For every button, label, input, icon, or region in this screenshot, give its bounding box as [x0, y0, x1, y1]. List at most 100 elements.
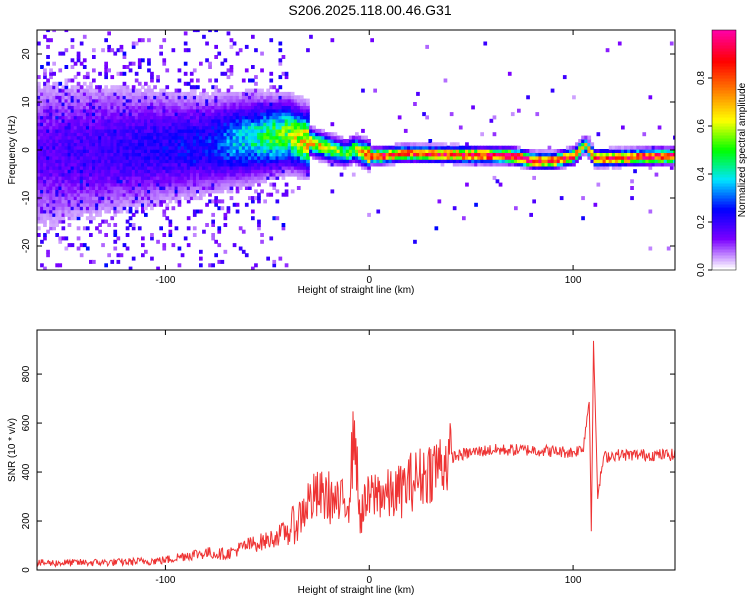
heatmap-cell — [79, 199, 84, 204]
heatmap-cell — [293, 155, 298, 160]
heatmap-cell — [76, 216, 81, 221]
heatmap-cell — [177, 199, 182, 204]
heatmap-cell — [98, 172, 102, 177]
heatmap-cell — [192, 85, 197, 90]
heatmap-cell — [587, 145, 592, 150]
heatmap-cell — [168, 128, 173, 133]
heatmap-cell — [73, 149, 78, 153]
heatmap-cell — [183, 41, 188, 46]
heatmap-cell — [92, 175, 96, 180]
heatmap-cell — [46, 196, 50, 201]
heatmap-cell — [183, 149, 188, 153]
heatmap-cell — [147, 186, 151, 190]
heatmap-cell — [183, 169, 188, 174]
heatmap-cell — [617, 155, 622, 160]
heatmap-cell — [569, 149, 573, 153]
heatmap-cell — [281, 95, 286, 100]
heatmap-cell — [211, 115, 215, 120]
heatmap-cell — [82, 226, 87, 231]
heatmap-cell — [52, 212, 56, 217]
heatmap-cell — [183, 159, 188, 164]
heatmap-cell — [141, 125, 145, 130]
heatmap-cell — [480, 155, 484, 160]
heatmap-cell — [673, 152, 675, 157]
heatmap-cell — [186, 155, 191, 160]
heatmap-cell — [584, 135, 588, 140]
heatmap-cell — [131, 128, 136, 133]
heatmap-cell — [150, 256, 154, 261]
heatmap-cell — [122, 175, 127, 180]
heatmap-cell — [419, 159, 423, 164]
heatmap-cell — [367, 165, 371, 170]
heatmap-cell — [306, 165, 310, 170]
heatmap-cell — [116, 85, 121, 90]
heatmap-cell — [174, 169, 179, 174]
heatmap-cell — [116, 202, 121, 207]
heatmap-cell — [177, 186, 182, 190]
heatmap-cell — [226, 132, 231, 137]
heatmap-cell — [76, 169, 81, 174]
heatmap-cell — [76, 125, 81, 130]
heatmap-cell — [367, 169, 371, 174]
heatmap-cell — [348, 149, 353, 153]
heatmap-cell — [119, 112, 124, 117]
heatmap-cell — [373, 152, 377, 157]
heatmap-cell — [330, 135, 335, 140]
heatmap-cell — [232, 175, 237, 180]
heatmap-cell — [627, 162, 631, 167]
heatmap-cell — [192, 162, 197, 167]
heatmap-cell — [333, 159, 338, 164]
heatmap-cell — [55, 179, 59, 184]
heatmap-cell — [642, 159, 647, 164]
heatmap-cell — [293, 152, 298, 157]
heatmap-cell — [205, 112, 209, 117]
heatmap-cell — [165, 118, 170, 123]
heatmap-cell — [226, 88, 231, 93]
heatmap-cell — [281, 155, 286, 160]
heatmap-cell — [165, 202, 170, 207]
heatmap-cell — [125, 91, 130, 96]
heatmap-cell — [110, 142, 115, 147]
heatmap-cell — [43, 172, 47, 177]
colorbar-segment — [712, 51, 736, 55]
heatmap-cell — [263, 112, 267, 117]
heatmap-cell — [241, 179, 246, 184]
heatmap-cell — [248, 142, 252, 147]
heatmap-cell — [110, 172, 115, 177]
heatmap-cell — [284, 135, 289, 140]
heatmap-cell — [113, 135, 118, 140]
heatmap-cell — [648, 145, 653, 150]
heatmap-cell — [495, 159, 500, 164]
heatmap-cell — [535, 112, 540, 117]
heatmap-cell — [248, 91, 252, 96]
heatmap-cell — [52, 61, 56, 66]
heatmap-cell — [177, 165, 182, 170]
heatmap-cell — [419, 155, 423, 160]
heatmap-cell — [134, 182, 139, 187]
heatmap-cell — [235, 159, 240, 164]
heatmap-cell — [196, 159, 200, 164]
heatmap-cell — [76, 128, 81, 133]
heatmap-cell — [43, 68, 47, 73]
heatmap-cell — [101, 189, 105, 194]
heatmap-cell — [192, 179, 197, 184]
heatmap-cell — [321, 159, 325, 164]
heatmap-cell — [257, 139, 261, 143]
heatmap-cell — [64, 179, 69, 184]
heatmap-cell — [309, 139, 313, 143]
heatmap-cell — [223, 145, 228, 150]
heatmap-cell — [40, 263, 44, 268]
heatmap-cell — [296, 186, 301, 190]
heatmap-cell — [208, 182, 212, 187]
heatmap-cell — [196, 98, 200, 103]
heatmap-cell — [85, 122, 90, 127]
heatmap-cell — [260, 102, 264, 106]
heatmap-cell — [113, 115, 118, 120]
heatmap-cell — [428, 152, 433, 157]
heatmap-cell — [205, 223, 209, 227]
heatmap-cell — [110, 155, 115, 160]
heatmap-cell — [220, 189, 225, 194]
heatmap-cell — [116, 253, 121, 258]
heatmap-cell — [156, 155, 160, 160]
heatmap-cell — [61, 85, 66, 90]
